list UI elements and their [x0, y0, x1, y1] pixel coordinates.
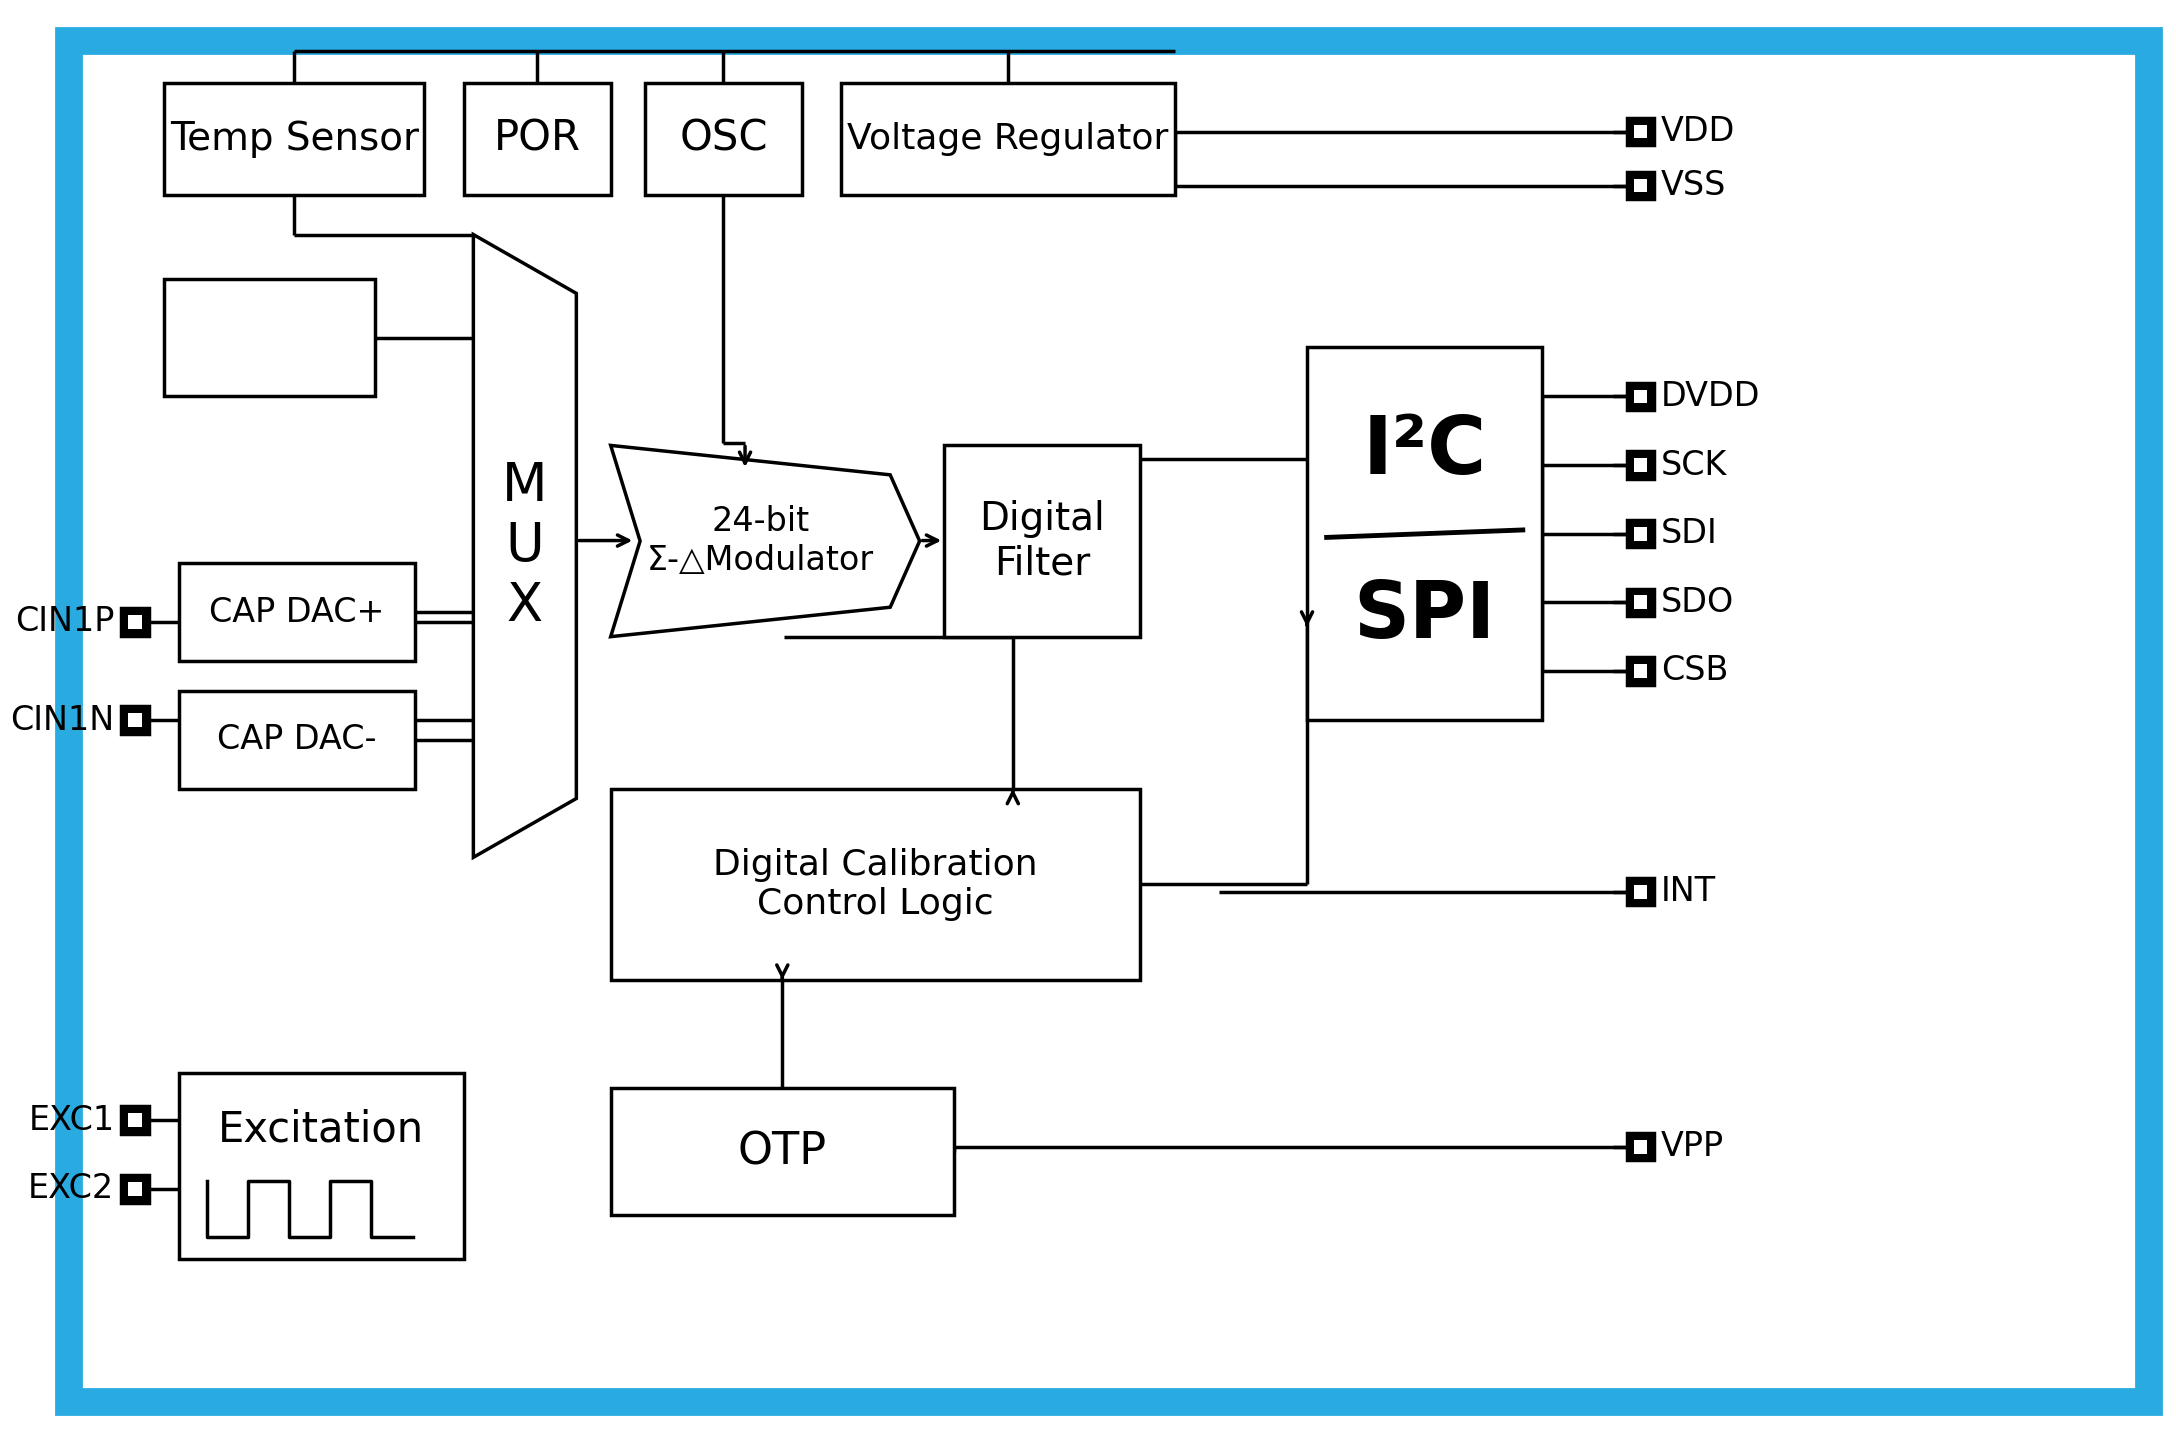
Bar — [1634, 527, 1647, 541]
Text: Excitation: Excitation — [218, 1108, 424, 1150]
Text: Digital Calibration
Control Logic: Digital Calibration Control Logic — [714, 847, 1038, 921]
Text: CSB: CSB — [1660, 655, 1728, 687]
Text: CAP DAC-: CAP DAC- — [218, 723, 376, 756]
Bar — [944, 446, 1140, 636]
Bar — [1634, 124, 1647, 139]
Text: EXC1: EXC1 — [28, 1104, 115, 1137]
Bar — [1628, 382, 1654, 410]
Text: OSC: OSC — [679, 118, 768, 160]
Text: M
U
X: M U X — [503, 460, 548, 632]
Bar — [122, 608, 148, 636]
Bar — [1628, 657, 1654, 685]
Bar — [611, 1088, 953, 1215]
Text: POR: POR — [494, 118, 581, 160]
Bar — [1634, 885, 1647, 899]
Bar — [463, 82, 611, 195]
Polygon shape — [611, 446, 920, 636]
Bar — [1634, 179, 1647, 192]
Bar — [122, 1175, 148, 1202]
Text: OTP: OTP — [738, 1130, 827, 1173]
Bar — [128, 615, 141, 629]
Text: SCK: SCK — [1660, 449, 1728, 482]
Text: CIN1P: CIN1P — [15, 606, 115, 638]
Text: SDI: SDI — [1660, 517, 1717, 550]
Text: VPP: VPP — [1660, 1130, 1723, 1163]
Bar — [1628, 172, 1654, 199]
Text: I²C: I²C — [1362, 413, 1486, 491]
Bar — [1634, 1140, 1647, 1153]
Text: EXC2: EXC2 — [28, 1172, 115, 1205]
Bar — [1628, 519, 1654, 547]
Bar — [1628, 1133, 1654, 1160]
Bar — [178, 563, 413, 661]
Bar — [611, 789, 1140, 980]
Bar — [128, 1182, 141, 1196]
Bar — [178, 1074, 463, 1260]
Text: INT: INT — [1660, 874, 1717, 908]
Bar — [165, 278, 374, 397]
Text: Voltage Regulator: Voltage Regulator — [846, 121, 1169, 156]
Bar — [1634, 596, 1647, 609]
Bar — [122, 1107, 148, 1134]
Text: DVDD: DVDD — [1660, 380, 1760, 413]
Bar — [1308, 348, 1543, 720]
Bar — [1628, 452, 1654, 479]
Bar — [1634, 664, 1647, 678]
Text: SPI: SPI — [1353, 577, 1495, 654]
Text: VDD: VDD — [1660, 115, 1736, 149]
Text: Temp Sensor: Temp Sensor — [170, 120, 418, 157]
Bar — [165, 82, 424, 195]
Bar — [128, 1114, 141, 1127]
Bar — [1628, 589, 1654, 616]
Polygon shape — [474, 235, 577, 857]
Text: CIN1N: CIN1N — [11, 704, 115, 736]
Bar — [1634, 459, 1647, 472]
Text: 24-bit
Σ-△Modulator: 24-bit Σ-△Modulator — [646, 505, 875, 577]
Bar — [122, 706, 148, 733]
Bar — [178, 691, 413, 789]
Text: VSS: VSS — [1660, 169, 1726, 202]
Bar — [842, 82, 1175, 195]
Text: CAP DAC+: CAP DAC+ — [209, 596, 385, 629]
Bar — [1628, 118, 1654, 146]
Text: Digital
Filter: Digital Filter — [979, 501, 1105, 582]
Text: SDO: SDO — [1660, 586, 1734, 619]
Bar — [128, 713, 141, 727]
Bar — [1628, 877, 1654, 905]
Bar — [644, 82, 803, 195]
Bar — [1634, 390, 1647, 403]
